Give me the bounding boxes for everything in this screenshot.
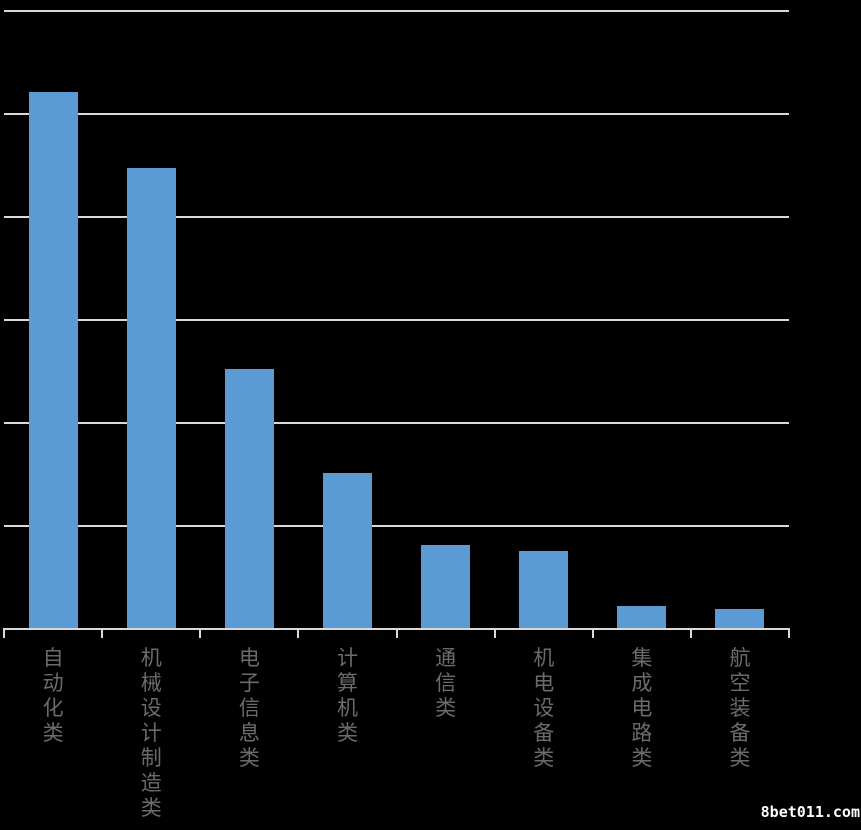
category-label-char: 电 bbox=[631, 696, 653, 720]
category-label-char: 动 bbox=[42, 671, 64, 695]
category-label: 计算机类 bbox=[330, 646, 364, 746]
bar bbox=[28, 92, 78, 629]
bar bbox=[519, 550, 569, 629]
category-label-char: 算 bbox=[336, 671, 358, 695]
category-label-char: 集 bbox=[631, 646, 653, 670]
category-label-char: 类 bbox=[435, 696, 457, 720]
category-label: 通信类 bbox=[429, 646, 463, 721]
category-label-char: 自 bbox=[42, 646, 64, 670]
category-label-char: 类 bbox=[729, 746, 751, 770]
category-label-char: 化 bbox=[42, 696, 64, 720]
category-label-char: 航 bbox=[729, 646, 751, 670]
category-label-char: 装 bbox=[729, 696, 751, 720]
gridline bbox=[4, 525, 789, 527]
axis-tick bbox=[493, 629, 496, 638]
category-label-char: 信 bbox=[238, 696, 260, 720]
category-label-char: 机 bbox=[140, 646, 162, 670]
category-label-char: 路 bbox=[631, 721, 653, 745]
category-label-char: 械 bbox=[140, 671, 162, 695]
category-label: 机械设计制造类 bbox=[134, 646, 168, 821]
category-label-char: 成 bbox=[631, 671, 653, 695]
gridline bbox=[4, 216, 789, 218]
axis-tick bbox=[788, 629, 790, 638]
category-label: 航空装备类 bbox=[723, 646, 757, 771]
category-label-char: 类 bbox=[238, 746, 260, 770]
category-label-char: 计 bbox=[140, 721, 162, 745]
category-label-char: 类 bbox=[533, 746, 555, 770]
bar bbox=[617, 606, 667, 629]
category-label-char: 备 bbox=[533, 721, 555, 745]
category-label-char: 类 bbox=[336, 721, 358, 745]
category-label-char: 备 bbox=[729, 721, 751, 745]
gridline bbox=[4, 422, 789, 424]
category-label-char: 造 bbox=[140, 771, 162, 795]
category-label-char: 息 bbox=[238, 721, 260, 745]
axis-tick bbox=[689, 629, 692, 638]
axis-tick bbox=[395, 629, 398, 638]
category-label-char: 计 bbox=[336, 646, 358, 670]
gridline bbox=[4, 113, 789, 115]
category-label-char: 机 bbox=[336, 696, 358, 720]
category-label-char: 设 bbox=[533, 696, 555, 720]
axis-tick bbox=[199, 629, 202, 638]
category-label: 集成电路类 bbox=[625, 646, 659, 771]
category-label-char: 类 bbox=[42, 721, 64, 745]
bar bbox=[322, 473, 372, 629]
axis-tick bbox=[297, 629, 300, 638]
axis-tick bbox=[101, 629, 104, 638]
category-label: 自动化类 bbox=[36, 646, 70, 746]
category-label-char: 类 bbox=[631, 746, 653, 770]
category-label-char: 空 bbox=[729, 671, 751, 695]
category-label: 机电设备类 bbox=[527, 646, 561, 771]
gridline bbox=[4, 319, 789, 321]
category-label-char: 设 bbox=[140, 696, 162, 720]
category-label-char: 电 bbox=[238, 646, 260, 670]
watermark: 8bet011.com bbox=[760, 803, 860, 821]
bar bbox=[421, 544, 471, 629]
category-label-char: 类 bbox=[140, 796, 162, 820]
category-label-char: 通 bbox=[435, 646, 457, 670]
category-label-char: 信 bbox=[435, 671, 457, 695]
bar bbox=[126, 167, 176, 629]
bar bbox=[224, 369, 274, 629]
category-label-char: 制 bbox=[140, 746, 162, 770]
category-label-char: 子 bbox=[238, 671, 260, 695]
category-label: 电子信息类 bbox=[232, 646, 266, 771]
axis-tick bbox=[3, 629, 5, 638]
category-label-char: 机 bbox=[533, 646, 555, 670]
axis-tick bbox=[591, 629, 594, 638]
bar bbox=[715, 609, 765, 629]
gridline bbox=[4, 10, 789, 12]
category-label-char: 电 bbox=[533, 671, 555, 695]
